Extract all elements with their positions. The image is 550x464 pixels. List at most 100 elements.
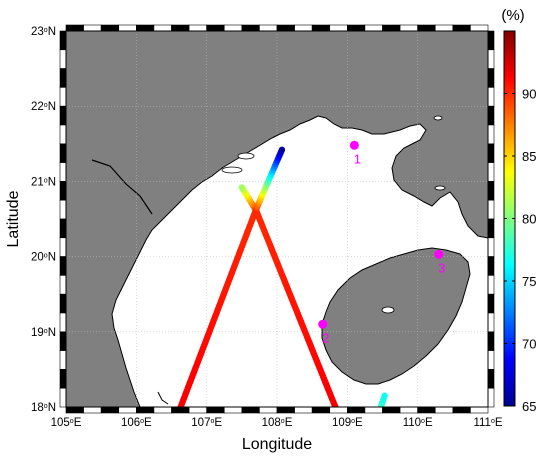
frame-segment <box>452 406 471 414</box>
plot-border <box>65 30 489 408</box>
frame-segment <box>59 143 67 163</box>
colorbar-tick-label: 70 <box>522 337 536 352</box>
frame-segment <box>259 406 278 414</box>
frame-segment <box>487 199 495 220</box>
frame-segment <box>399 24 418 32</box>
lon-tick-label: 109oE <box>332 417 363 429</box>
frame-segment <box>118 406 137 414</box>
frame-segment <box>311 24 331 32</box>
frame-segment <box>434 24 454 32</box>
frame-segment <box>59 49 67 69</box>
frame-segment <box>487 68 495 88</box>
frame-segment <box>59 350 67 370</box>
lon-tick-label: 105oE <box>51 417 82 429</box>
frame-segment <box>417 406 436 414</box>
frame-segment <box>136 24 155 32</box>
frame-segment <box>399 406 418 414</box>
frame-segment <box>171 24 190 32</box>
frame-segment <box>382 406 401 414</box>
frame-segment <box>59 199 67 220</box>
colorbar-unit: (%) <box>501 7 524 24</box>
longitude-tick-labels: 105oE 106oE 107oE 108oE 109oE 110oE 111oE <box>51 417 503 429</box>
station-label: 2 <box>322 330 329 345</box>
frame-segment <box>59 312 67 333</box>
frame-segment <box>329 24 348 32</box>
frame-segment <box>241 406 260 414</box>
inland-lake <box>381 306 395 314</box>
track-segment <box>177 206 260 411</box>
frame-segment <box>347 406 366 414</box>
frame-segment <box>153 406 172 414</box>
y-axis-label: Latitude <box>5 190 22 247</box>
frame-segment <box>470 24 489 32</box>
colorbar-tick-label: 90 <box>522 87 536 102</box>
bay-islet <box>237 152 255 160</box>
lon-tick-label: 111oE <box>473 417 502 429</box>
frame-segment <box>294 24 313 32</box>
lat-tick-label: 20oN <box>31 252 56 264</box>
frame-segment <box>487 312 495 333</box>
frame-segment <box>487 275 495 295</box>
hainan-island <box>321 247 471 385</box>
frame-segment <box>59 256 67 276</box>
lat-tick-label: 21oN <box>31 176 56 188</box>
track-point <box>238 184 246 191</box>
frame-segment <box>452 24 471 32</box>
frame-segment <box>59 105 67 126</box>
frame-segment <box>364 406 383 414</box>
track-point <box>381 392 388 399</box>
frame-segment <box>65 406 84 414</box>
frame-segment <box>59 331 67 351</box>
lat-tick-label: 18oN <box>31 402 56 414</box>
frame-segment <box>259 24 278 32</box>
mainland-landmass <box>66 31 488 407</box>
colorbar-tick-label: 75 <box>522 274 536 289</box>
frame-segment <box>83 406 102 414</box>
frame-segment <box>434 406 454 414</box>
border-line <box>91 159 153 215</box>
frame-segment <box>153 24 172 32</box>
frame-segment <box>171 406 190 414</box>
frame-segment <box>206 24 225 32</box>
lon-tick-label: 108oE <box>262 417 293 429</box>
frame-segment <box>487 124 495 145</box>
frame-segment <box>487 105 495 126</box>
lat-tick-label: 23oN <box>31 26 56 38</box>
frame-segment <box>65 24 84 32</box>
station-label: 1 <box>354 151 361 166</box>
station-marker <box>349 140 359 150</box>
x-axis-label: Longitude <box>242 436 312 453</box>
frame-segment <box>487 256 495 276</box>
inland-lake <box>433 115 443 121</box>
frame-segment <box>59 387 67 408</box>
frame-segment <box>487 143 495 163</box>
lat-tick-label: 22oN <box>31 101 56 113</box>
frame-segment <box>487 49 495 69</box>
frame-segment <box>347 24 366 32</box>
frame-segment <box>487 350 495 370</box>
frame-segment <box>364 24 383 32</box>
frame-segment <box>59 181 67 201</box>
frame-segment <box>206 406 225 414</box>
track-segment <box>252 146 286 214</box>
frame-segment <box>382 24 401 32</box>
frame-segment <box>487 237 495 257</box>
frame-segment <box>276 24 295 32</box>
inland-lake <box>434 185 446 191</box>
frame-segment <box>59 275 67 295</box>
colorbar-tick-label: 65 <box>522 399 536 414</box>
frame-segment <box>487 218 495 239</box>
coast-detail <box>157 391 169 405</box>
frame-segment <box>329 406 348 414</box>
frame-segment <box>294 406 313 414</box>
track-point <box>278 146 286 154</box>
lon-tick-label: 106oE <box>121 417 152 429</box>
frame-segment <box>487 387 495 408</box>
frame-segment <box>311 406 331 414</box>
frame-segment <box>487 162 495 182</box>
map-frame <box>59 24 495 414</box>
station-markers: 1 2 3 <box>318 140 445 345</box>
frame-segment <box>83 24 102 32</box>
